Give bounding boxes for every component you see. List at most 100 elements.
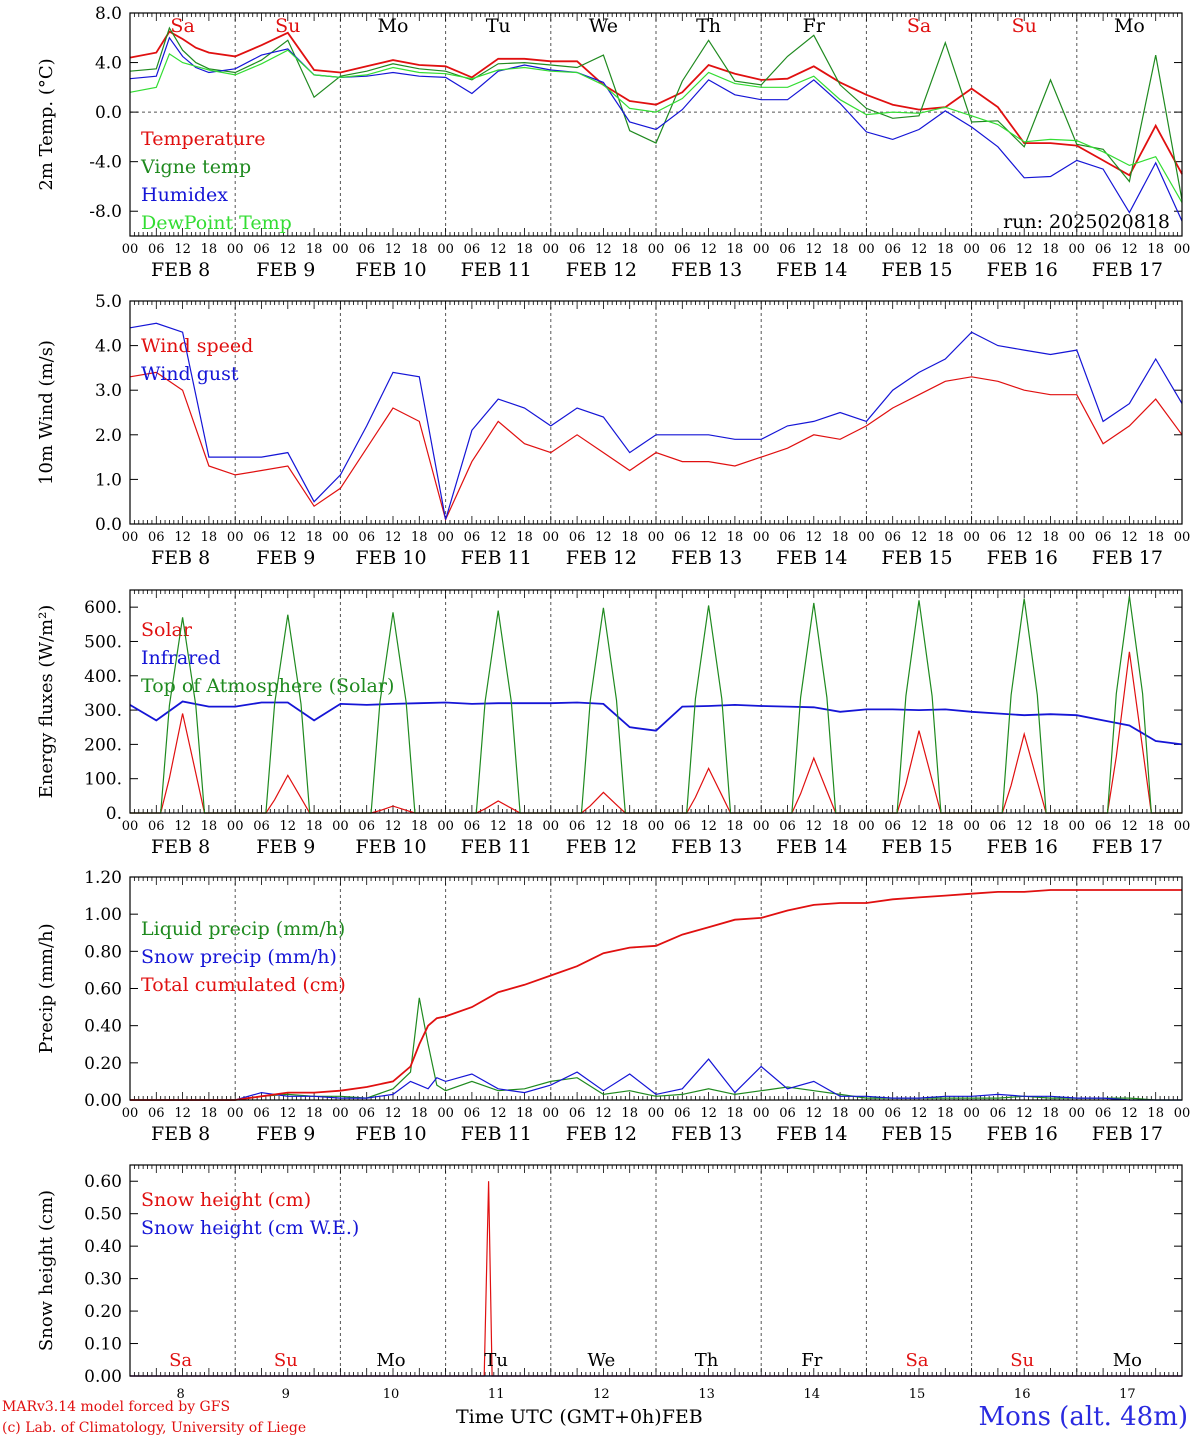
hour-label: 06 [358, 1106, 375, 1121]
hour-label: 12 [1016, 819, 1033, 834]
hour-label: 18 [727, 819, 744, 834]
hour-label: 00 [1174, 530, 1191, 545]
hour-label: 06 [358, 242, 375, 257]
hour-label: 12 [806, 242, 823, 257]
hour-label: 00 [543, 819, 560, 834]
hour-label: 12 [385, 819, 402, 834]
hour-label: 00 [648, 819, 665, 834]
date-label: FEB 11 [461, 1123, 532, 1145]
y-tick-label: 0.00 [84, 1091, 122, 1111]
hour-label: 12 [806, 819, 823, 834]
hour-label: 12 [700, 1106, 717, 1121]
hour-label: 00 [1174, 242, 1191, 257]
date-label: FEB 10 [355, 1123, 426, 1145]
x-axis-title-time: Time UTC (GMT+0h) [456, 1406, 662, 1428]
hour-label: 00 [437, 530, 454, 545]
hour-label: 00 [332, 242, 349, 257]
hour-label: 12 [280, 819, 297, 834]
weekday-label: Su [275, 15, 300, 37]
hour-label: 06 [779, 530, 796, 545]
x-axis-title: Time UTC (GMT+0h)FEB [456, 1406, 703, 1428]
hour-label: 18 [937, 530, 954, 545]
date-label: 11 [488, 1387, 505, 1402]
hour-label: 00 [437, 819, 454, 834]
weekday-label: Th [695, 1350, 719, 1371]
hour-label: 00 [858, 242, 875, 257]
hour-label: 00 [122, 530, 139, 545]
hour-label: 18 [1042, 242, 1059, 257]
plot-frame [129, 876, 1183, 1101]
date-label: FEB 9 [256, 547, 315, 569]
hour-label: 18 [516, 242, 533, 257]
series-line-2 [129, 700, 1183, 746]
hour-label: 00 [963, 819, 980, 834]
hour-label: 18 [937, 242, 954, 257]
y-tick-label: 2.0 [95, 426, 122, 446]
hour-label: 18 [727, 530, 744, 545]
y-tick-label: 1.20 [84, 868, 122, 888]
date-label: FEB 8 [151, 836, 210, 858]
panel-5: 0.00 0.10 0.20 0.30 0.40 0.50 0.60 Snow height … [36, 1164, 1183, 1402]
y-tick-label: 200. [84, 735, 122, 755]
legend-entry: Liquid precip (mm/h) [141, 918, 345, 940]
y-tick-label: 600. [84, 598, 122, 618]
hour-label: 18 [306, 819, 323, 834]
date-label: FEB 10 [355, 547, 426, 569]
hour-label: 06 [990, 530, 1007, 545]
hour-label: 06 [569, 819, 586, 834]
hour-label: 00 [858, 1106, 875, 1121]
hour-label: 18 [621, 1106, 638, 1121]
date-label: FEB 17 [1092, 1123, 1163, 1145]
y-tick-label: 500. [84, 632, 122, 652]
weekday-label: Mo [1113, 1350, 1142, 1371]
y-tick-label: 0.40 [84, 1017, 122, 1037]
hour-label: 18 [1147, 242, 1164, 257]
weekday-label: Sa [907, 15, 931, 37]
hour-label: 18 [201, 242, 218, 257]
hour-label: 06 [358, 819, 375, 834]
hour-label: 00 [122, 1106, 139, 1121]
hour-label: 18 [1042, 1106, 1059, 1121]
hour-label: 18 [727, 1106, 744, 1121]
hour-label: 00 [963, 530, 980, 545]
weekday-label: Sa [169, 1350, 192, 1371]
weekday-label: Mo [376, 1350, 405, 1371]
weekday-label: Tu [486, 15, 511, 37]
weekday-label: We [588, 1350, 616, 1371]
legend-entry: Humidex [141, 184, 228, 206]
hour-label: 18 [937, 1106, 954, 1121]
hour-label: 00 [543, 1106, 560, 1121]
date-label: 16 [1014, 1387, 1031, 1402]
y-tick-label: 5.0 [95, 292, 122, 312]
hour-label: 12 [490, 242, 507, 257]
hour-label: 00 [1069, 819, 1086, 834]
hour-label: 00 [858, 530, 875, 545]
date-label: FEB 14 [776, 836, 847, 858]
hour-label: 00 [122, 242, 139, 257]
hour-label: 18 [1147, 1106, 1164, 1121]
hour-label: 12 [1016, 530, 1033, 545]
date-label: FEB 15 [881, 259, 952, 281]
weekday-label: Su [274, 1350, 298, 1371]
hour-label: 12 [1016, 1106, 1033, 1121]
hour-label: 12 [385, 242, 402, 257]
y-tick-label: 1.00 [84, 905, 122, 925]
plot-frame [129, 589, 1183, 814]
legend-entry: Wind gust [141, 363, 239, 385]
hour-label: 12 [911, 1106, 928, 1121]
date-label: 14 [804, 1387, 821, 1402]
y-tick-label: 0.40 [84, 1237, 122, 1257]
model-credit: MARv3.14 model forced by GFS [2, 1399, 231, 1415]
hour-label: 18 [621, 819, 638, 834]
weekday-label: Su [1010, 1350, 1034, 1371]
series-line-1 [129, 30, 1183, 177]
date-label: 10 [383, 1387, 400, 1402]
hour-label: 06 [464, 819, 481, 834]
date-label: 8 [176, 1387, 184, 1402]
hour-label: 00 [437, 1106, 454, 1121]
hour-label: 00 [543, 242, 560, 257]
y-tick-label: 0.00 [84, 1367, 122, 1387]
hour-label: 06 [884, 242, 901, 257]
y-tick-label: 3.0 [95, 381, 122, 401]
date-label: FEB 16 [987, 836, 1058, 858]
